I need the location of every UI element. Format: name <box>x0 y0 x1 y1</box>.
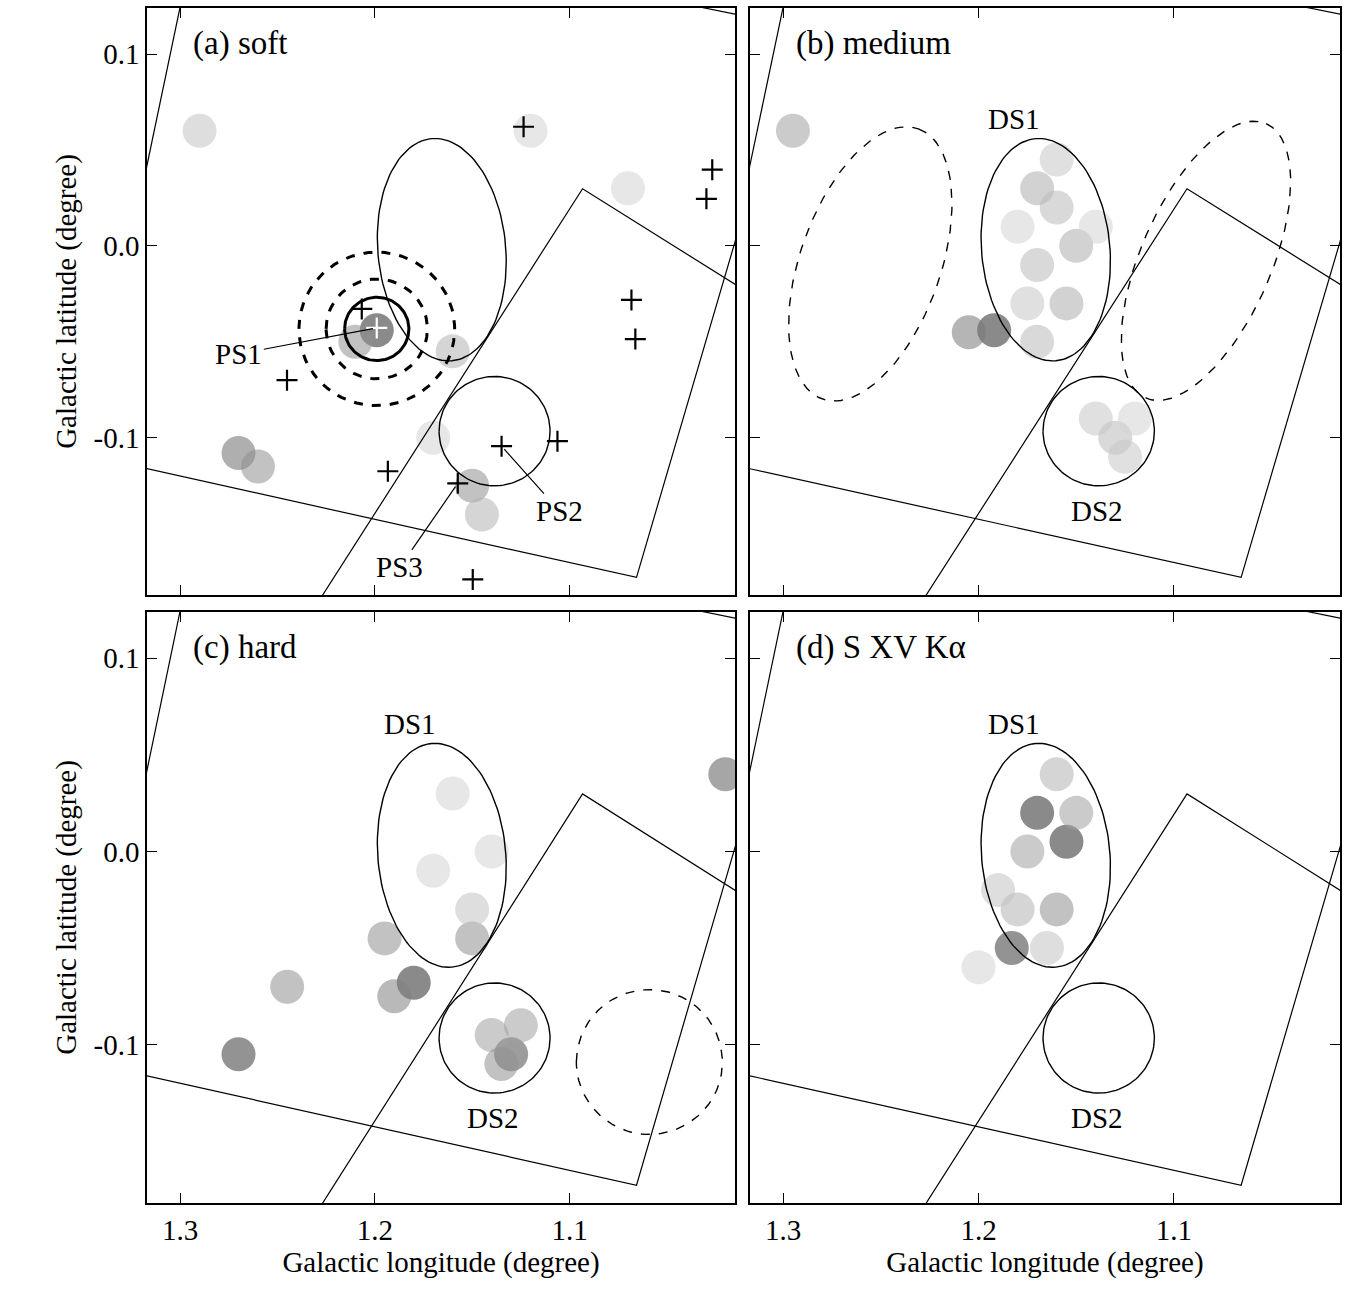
svg-text:0.1: 0.1 <box>103 38 139 70</box>
svg-text:Galactic latitude (degree): Galactic latitude (degree) <box>50 760 83 1055</box>
svg-text:DS2: DS2 <box>1071 1102 1123 1134</box>
svg-text:DS2: DS2 <box>467 1102 519 1134</box>
svg-text:Galactic latitude (degree): Galactic latitude (degree) <box>50 154 83 449</box>
svg-text:1.2: 1.2 <box>960 1214 996 1246</box>
svg-text:DS2: DS2 <box>1071 495 1123 527</box>
svg-text:PS1: PS1 <box>215 338 262 370</box>
svg-text:0.0: 0.0 <box>103 230 139 262</box>
svg-text:1.3: 1.3 <box>162 1214 198 1246</box>
svg-text:DS1: DS1 <box>988 708 1040 740</box>
svg-text:-0.1: -0.1 <box>94 422 140 454</box>
svg-text:(d) S XV Kα: (d) S XV Kα <box>796 629 966 666</box>
svg-text:1.2: 1.2 <box>357 1214 393 1246</box>
svg-text:DS1: DS1 <box>988 103 1040 135</box>
svg-text:Galactic longitude (degree): Galactic longitude (degree) <box>282 1246 599 1279</box>
svg-text:DS1: DS1 <box>384 708 436 740</box>
svg-text:(c) hard: (c) hard <box>193 629 297 666</box>
svg-text:PS3: PS3 <box>376 551 423 583</box>
svg-text:(a) soft: (a) soft <box>193 25 287 62</box>
svg-text:1.1: 1.1 <box>551 1214 587 1246</box>
svg-text:1.1: 1.1 <box>1156 1214 1192 1246</box>
svg-text:0.0: 0.0 <box>103 836 139 868</box>
svg-text:1.3: 1.3 <box>765 1214 801 1246</box>
svg-text:Galactic longitude (degree): Galactic longitude (degree) <box>886 1246 1203 1279</box>
svg-text:PS2: PS2 <box>536 495 583 527</box>
svg-text:(b) medium: (b) medium <box>796 25 951 62</box>
svg-text:0.1: 0.1 <box>103 642 139 674</box>
svg-text:-0.1: -0.1 <box>94 1029 140 1061</box>
